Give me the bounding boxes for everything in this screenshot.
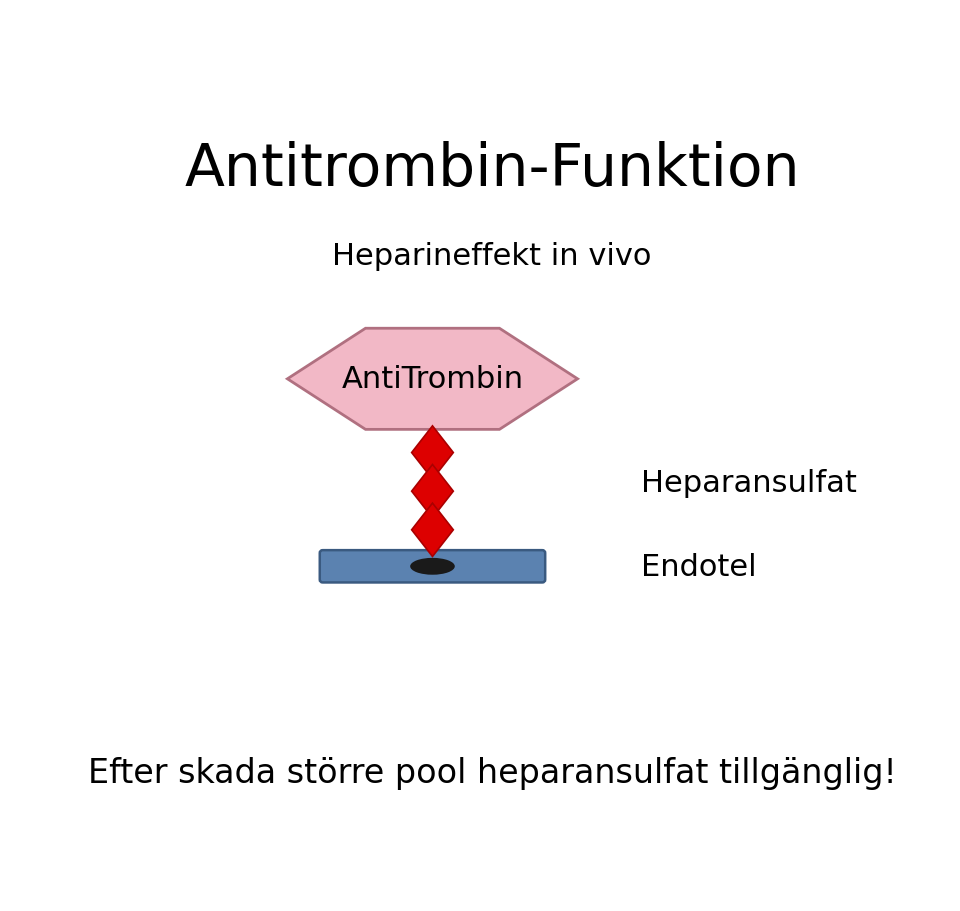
Polygon shape [412, 504, 453, 557]
FancyBboxPatch shape [320, 550, 545, 583]
Polygon shape [412, 465, 453, 518]
Ellipse shape [410, 558, 455, 575]
Polygon shape [412, 426, 453, 480]
Text: Endotel: Endotel [641, 552, 756, 581]
Text: Antitrombin-Funktion: Antitrombin-Funktion [184, 140, 800, 198]
Text: Heparineffekt in vivo: Heparineffekt in vivo [332, 242, 652, 271]
Text: AntiTrombin: AntiTrombin [342, 365, 523, 394]
Text: Heparansulfat: Heparansulfat [641, 468, 856, 497]
Polygon shape [287, 329, 578, 430]
Text: Efter skada större pool heparansulfat tillgänglig!: Efter skada större pool heparansulfat ti… [87, 756, 897, 789]
